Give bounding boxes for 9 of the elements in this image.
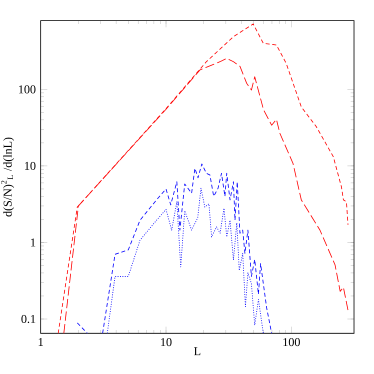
y-tick-label: 100 <box>19 85 36 94</box>
y-tick-label: 10 <box>25 162 36 170</box>
y-axis-title: d(S/N)$^{2}$$_{L}$ /d(lnL) <box>1 138 14 216</box>
y-tick-label: 1 <box>31 238 36 246</box>
x-tick-label: 10 <box>161 338 172 346</box>
x-tick-label: 100 <box>283 338 300 346</box>
y-tick-label: 0.1 <box>21 314 36 324</box>
x-tick-label: 1 <box>38 338 43 346</box>
x-axis-title: L <box>194 347 200 356</box>
